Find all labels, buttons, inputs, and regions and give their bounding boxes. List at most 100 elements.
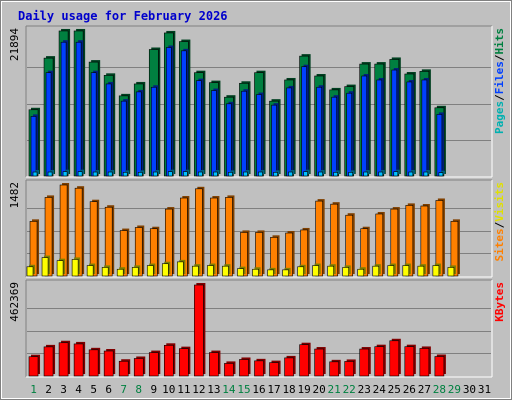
bar-kbytes	[359, 348, 370, 377]
bar-visits	[357, 268, 365, 277]
bar-visits	[297, 266, 304, 277]
bar-kbytes	[344, 361, 355, 377]
bar-kbytes	[194, 284, 204, 377]
bar-pages	[107, 171, 113, 177]
bar-pages	[258, 171, 263, 177]
bar-sites	[29, 221, 38, 277]
bar-pages	[288, 171, 293, 177]
x-tick-label: 5	[90, 383, 97, 396]
x-tick-label: 25	[388, 383, 401, 396]
bar-pages	[273, 172, 278, 177]
x-tick-label: 20	[313, 383, 326, 396]
bar-files	[271, 104, 277, 177]
bar-kbytes	[103, 350, 114, 377]
bar-visits	[71, 259, 79, 277]
bar-pages	[303, 171, 308, 177]
bar-files	[90, 72, 97, 177]
bar-files	[226, 103, 232, 177]
x-tick-label: 15	[237, 383, 250, 396]
bar-files	[346, 92, 353, 177]
bar-kbytes	[224, 363, 234, 377]
bar-sites	[44, 197, 53, 277]
bar-sites	[300, 229, 308, 277]
bar-visits	[342, 267, 350, 277]
x-tick-label: 23	[358, 383, 371, 396]
bar-visits	[447, 267, 455, 277]
x-tick-label: 2	[45, 383, 52, 396]
x-tick-label: 12	[192, 383, 205, 396]
bar-visits	[252, 268, 259, 277]
bar-kbytes	[434, 356, 445, 377]
bar-pages	[243, 171, 248, 177]
panel-visits-sites: 1482 Sites/Visits	[8, 179, 506, 278]
bar-files	[316, 86, 322, 177]
x-tick-label: 18	[282, 383, 295, 396]
bar-pages	[213, 171, 218, 177]
bar-kbytes	[58, 342, 69, 377]
bar-files	[361, 75, 368, 177]
bar-kbytes	[374, 346, 385, 377]
bar-sites	[285, 232, 293, 277]
side-legend-part: /	[493, 54, 506, 61]
x-tick-label: 9	[150, 383, 157, 396]
bar-kbytes	[179, 348, 189, 377]
x-axis-labels: 1 2 3 4 5 6 7 8 9 10 11 12 13 14 15 16 17 18 19 20 21 22 23 24 2…	[30, 383, 491, 396]
bar-files	[406, 81, 413, 177]
bar-visits	[432, 265, 440, 277]
bar-sites	[134, 227, 143, 277]
bar-files	[436, 114, 443, 177]
bar-visits	[116, 268, 124, 277]
y-max-label: 462369	[8, 282, 21, 322]
bar-sites	[119, 230, 128, 277]
x-tick-label: 6	[105, 383, 112, 396]
bar-sites	[405, 205, 414, 277]
x-tick-label: 16	[252, 383, 265, 396]
side-legend-part: Hits	[493, 28, 506, 55]
side-legend-middle: Sites/Visits	[493, 182, 506, 262]
side-legend-top: Pages/Files/Hits	[493, 28, 506, 134]
bar-pages	[92, 171, 98, 177]
bar-sites	[255, 232, 263, 277]
bar-visits	[26, 266, 34, 277]
bar-pages	[438, 172, 444, 177]
bar-pages	[183, 171, 188, 177]
panel-kbytes: 462369 KBytes	[8, 279, 506, 378]
bar-visits	[41, 257, 49, 277]
bar-files	[150, 86, 157, 177]
bar-visits	[402, 265, 410, 277]
bar-sites	[180, 197, 188, 277]
bar-pages	[333, 172, 338, 177]
bar-sites	[345, 214, 354, 277]
x-tick-label: 19	[297, 383, 310, 396]
bar-sites	[375, 213, 384, 277]
side-legend-part: Visits	[493, 182, 506, 222]
bar-sites	[435, 200, 444, 277]
y-max-label: 1482	[8, 182, 21, 209]
bar-visits	[161, 263, 169, 277]
bar-kbytes	[209, 352, 219, 377]
bar-visits	[327, 265, 334, 277]
bar-kbytes	[28, 356, 39, 377]
bar-files	[286, 87, 292, 177]
x-tick-label: 4	[75, 383, 82, 396]
side-legend-part: Files	[493, 61, 506, 94]
bar-kbytes	[284, 357, 294, 377]
bar-visits	[146, 265, 154, 277]
bar-pages	[32, 171, 38, 177]
bar-sites	[240, 232, 248, 277]
x-tick-label: 8	[135, 383, 142, 396]
bar-files	[165, 47, 172, 177]
bar-pages	[77, 171, 83, 177]
bar-visits	[101, 267, 109, 277]
bar-sites	[315, 200, 323, 277]
bar-sites	[89, 201, 98, 277]
bar-visits	[387, 265, 395, 277]
x-tick-label: 13	[207, 383, 220, 396]
bar-pages	[122, 172, 128, 177]
x-tick-label: 24	[373, 383, 387, 396]
bar-visits	[282, 269, 289, 277]
bar-kbytes	[314, 348, 324, 377]
